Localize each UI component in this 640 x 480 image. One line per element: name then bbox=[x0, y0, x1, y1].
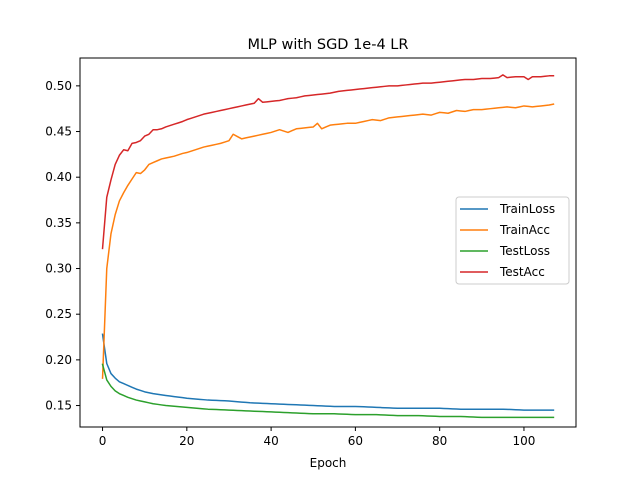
y-tick-label: 0.20 bbox=[45, 353, 72, 367]
y-tick-label: 0.25 bbox=[45, 307, 72, 321]
legend-label-testacc: TestAcc bbox=[499, 265, 545, 279]
x-tick-label: 0 bbox=[99, 434, 107, 448]
legend-box bbox=[455, 196, 570, 285]
y-tick-label: 0.45 bbox=[45, 125, 72, 139]
chart-title: MLP with SGD 1e-4 LR bbox=[248, 37, 409, 53]
legend: TrainLoss TrainAcc TestLoss TestAcc bbox=[455, 196, 570, 285]
y-tick-label: 0.50 bbox=[45, 79, 72, 93]
legend-label-trainacc: TrainAcc bbox=[499, 223, 550, 237]
y-tick-label: 0.30 bbox=[45, 262, 72, 276]
y-tick-label: 0.35 bbox=[45, 216, 72, 230]
legend-label-testloss: TestLoss bbox=[499, 244, 550, 258]
x-tick-label: 40 bbox=[263, 434, 278, 448]
x-axis-label: Epoch bbox=[310, 456, 347, 470]
legend-label-trainloss: TrainLoss bbox=[499, 202, 555, 216]
y-tick-label: 0.15 bbox=[45, 399, 72, 413]
series-layer bbox=[101, 74, 555, 419]
series-line-trainacc bbox=[101, 103, 555, 379]
series-line-trainloss bbox=[101, 333, 555, 411]
x-tick-label: 100 bbox=[513, 434, 536, 448]
x-tick-label: 20 bbox=[179, 434, 194, 448]
series-line-testacc bbox=[101, 74, 555, 250]
plot-frame bbox=[79, 57, 577, 428]
series-line-testloss bbox=[101, 363, 555, 419]
x-tick-label: 60 bbox=[348, 434, 363, 448]
y-axis: 0.15 0.20 0.25 0.30 0.35 0.40 0.45 0.50 bbox=[45, 79, 80, 413]
x-tick-label: 80 bbox=[432, 434, 447, 448]
y-tick-label: 0.40 bbox=[45, 170, 72, 184]
x-axis: 0 20 40 60 80 100 bbox=[99, 427, 536, 448]
